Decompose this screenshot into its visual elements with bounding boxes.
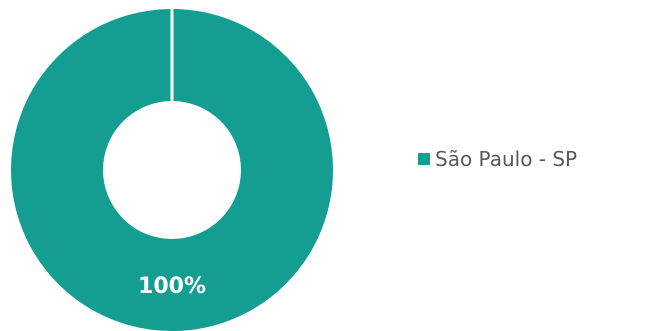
data-label-sao-paulo: 100% xyxy=(138,274,206,299)
donut-slices xyxy=(11,8,333,331)
legend-swatch-sao-paulo xyxy=(418,153,430,165)
legend-label-sao-paulo: São Paulo - SP xyxy=(435,147,578,171)
legend: São Paulo - SP xyxy=(418,149,577,169)
